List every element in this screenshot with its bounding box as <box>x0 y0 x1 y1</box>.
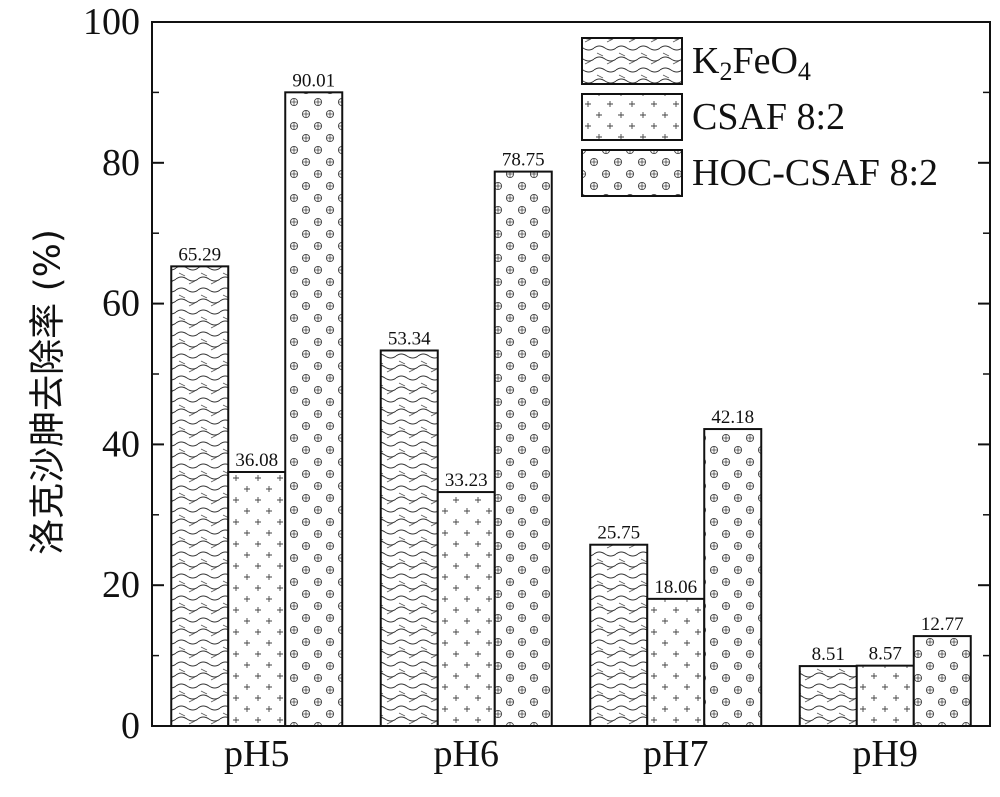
bar-hoc-csaf-8-2-ph9 <box>912 635 972 727</box>
y-tick-label: 60 <box>102 283 140 325</box>
legend-label: HOC-CSAF 8:2 <box>692 152 938 194</box>
y-tick-label: 0 <box>121 705 140 747</box>
data-label: 18.06 <box>654 577 697 598</box>
bar-k2feo4-ph7 <box>589 543 649 727</box>
y-tick-label: 20 <box>102 564 140 606</box>
data-label: 42.18 <box>711 407 754 428</box>
bar-hoc-csaf-8-2-ph6 <box>493 170 553 728</box>
data-label: 78.75 <box>502 150 545 171</box>
bar-hoc-csaf-8-2-ph7 <box>703 428 763 727</box>
bar-csaf-8-2-ph6 <box>436 491 496 727</box>
x-tick-label: pH9 <box>853 733 918 775</box>
legend-swatch <box>581 149 683 197</box>
data-label: 90.01 <box>292 70 335 91</box>
data-label: 12.77 <box>921 614 964 635</box>
data-label: 8.57 <box>869 644 902 665</box>
bar-csaf-8-2-ph5 <box>227 470 287 727</box>
bar-k2feo4-ph5 <box>170 265 230 727</box>
bar-k2feo4-ph6 <box>379 349 439 727</box>
data-label: 36.08 <box>235 450 278 471</box>
bar-hoc-csaf-8-2-ph5 <box>284 91 344 728</box>
x-tick-label: pH5 <box>224 733 289 775</box>
legend-label: CSAF 8:2 <box>692 96 845 138</box>
legend-swatch <box>581 37 683 85</box>
data-label: 25.75 <box>597 523 640 544</box>
x-tick-label: pH7 <box>643 733 708 775</box>
y-tick-label: 100 <box>83 1 140 43</box>
bar-k2feo4-ph9 <box>798 665 858 727</box>
data-label: 65.29 <box>178 244 221 265</box>
axes: 0 20 40 60 80 100 pH5 pH6 pH7 pH9 <box>83 1 991 775</box>
bar-csaf-8-2-ph9 <box>855 664 915 727</box>
data-label: 8.51 <box>812 644 845 665</box>
legend-swatch <box>581 93 683 141</box>
y-axis-label: 洛克沙胂去除率 (%) <box>28 229 69 555</box>
y-tick-label: 80 <box>102 142 140 184</box>
data-label: 33.23 <box>445 470 488 491</box>
bar-csaf-8-2-ph7 <box>646 597 706 728</box>
data-labels: 65.29 36.08 90.01 53.34 33.23 78.75 25.75 18.06… <box>152 70 990 727</box>
data-label: 53.34 <box>388 328 431 349</box>
legend: K2FeO4 CSAF 8:2 HOC-CSAF 8:2 <box>581 37 938 197</box>
legend-label: K2FeO4 <box>692 40 811 86</box>
x-tick-label: pH6 <box>434 733 499 775</box>
y-tick-label: 40 <box>102 423 140 465</box>
